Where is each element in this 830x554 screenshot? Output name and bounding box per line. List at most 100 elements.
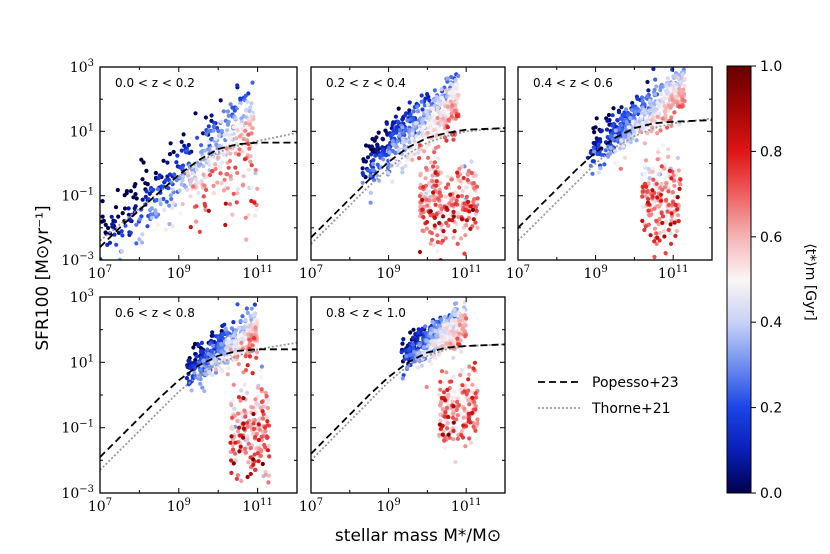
scatter-point (249, 198, 254, 204)
scatter-point (134, 241, 139, 246)
scatter-point (663, 176, 668, 181)
scatter-point (464, 194, 469, 199)
scatter-point (258, 453, 263, 458)
scatter-point (467, 402, 472, 407)
ticks (517, 66, 713, 261)
scatter-point (639, 95, 645, 100)
scatter-point (400, 136, 405, 141)
scatter-point (221, 152, 226, 157)
scatter-point (666, 154, 671, 159)
scatter-point (219, 349, 224, 354)
scatter-point (435, 124, 440, 129)
scatter-point (426, 155, 431, 160)
scatter-point (473, 220, 478, 225)
scatter-point (258, 447, 264, 453)
scatter-point (222, 322, 227, 327)
scatter-point (634, 138, 639, 143)
scatter-point (459, 349, 464, 354)
scatter-point (235, 127, 240, 132)
scatter-point (424, 384, 429, 390)
scatter-point (197, 229, 202, 234)
scatter-point (134, 222, 139, 227)
scatter-point (411, 327, 416, 332)
scatter-point (128, 189, 133, 194)
scatter-point (189, 177, 194, 182)
scatter-point (446, 182, 451, 187)
scatter-points (399, 300, 480, 465)
scatter-point (257, 368, 263, 373)
scatter-point (230, 212, 235, 217)
scatter-point (169, 196, 174, 202)
scatter-point (247, 146, 252, 151)
scatter-point (460, 383, 465, 388)
scatter-point (456, 92, 461, 98)
scatter-point (206, 140, 211, 145)
scatter-point (132, 184, 137, 189)
scatter-point (199, 340, 204, 345)
scatter-point (451, 437, 456, 442)
scatter-point (413, 121, 418, 126)
scatter-point (604, 127, 610, 132)
scatter-point (647, 213, 652, 218)
scatter-point (654, 84, 659, 89)
scatter-point (255, 451, 260, 456)
scatter-point (262, 442, 267, 448)
scatter-point (211, 146, 216, 151)
scatter-point (443, 410, 448, 415)
scatter-point (439, 369, 445, 374)
scatter-point (143, 194, 148, 199)
scatter-point (435, 165, 440, 170)
scatter-point (635, 96, 640, 101)
scatter-point (627, 132, 632, 137)
scatter-point (251, 462, 256, 467)
scatter-point (618, 123, 624, 128)
scatter-point (669, 176, 674, 181)
scatter-point (191, 345, 196, 350)
scatter-point (180, 202, 185, 207)
scatter-point (180, 165, 185, 170)
scatter-point (594, 116, 599, 121)
scatter-point (161, 184, 166, 189)
scatter-point (652, 118, 657, 123)
scatter-point (644, 115, 649, 120)
scatter-point (445, 426, 450, 431)
scatter-point (428, 331, 433, 336)
scatter-point (444, 185, 449, 190)
scatter-point (228, 174, 233, 179)
scatter-point (202, 183, 207, 188)
scatter-point (402, 357, 407, 362)
scatter-point (643, 158, 649, 163)
scatter-point (446, 414, 451, 420)
scatter-point (390, 179, 395, 184)
scatter-point (449, 75, 454, 80)
scatter-point (472, 360, 477, 365)
scatter-point (122, 193, 127, 198)
colorbar-tick-label: 0.8 (760, 144, 782, 160)
scatter-point (416, 109, 421, 114)
scatter-point (424, 226, 429, 231)
scatter-points (184, 302, 272, 493)
scatter-point (454, 301, 459, 306)
scatter-point (424, 109, 429, 114)
scatter-point (140, 177, 145, 182)
scatter-point (441, 116, 446, 121)
scatter-point (251, 313, 256, 318)
scatter-point (450, 399, 455, 404)
scatter-point (202, 201, 207, 206)
scatter-point (470, 395, 475, 400)
scatter-point (254, 207, 259, 213)
scatter-point (170, 206, 175, 211)
scatter-point (210, 330, 215, 335)
scatter-point (401, 337, 406, 342)
y-tick-label: 101 (70, 353, 94, 371)
scatter-point (610, 113, 615, 118)
scatter-point (428, 124, 433, 129)
scatter-point (401, 130, 406, 135)
scatter-point (467, 397, 472, 402)
scatter-point (431, 190, 436, 195)
scatter-point (420, 207, 425, 212)
scatter-point (396, 147, 401, 152)
scatter-point (249, 185, 254, 190)
scatter-point (429, 237, 435, 242)
